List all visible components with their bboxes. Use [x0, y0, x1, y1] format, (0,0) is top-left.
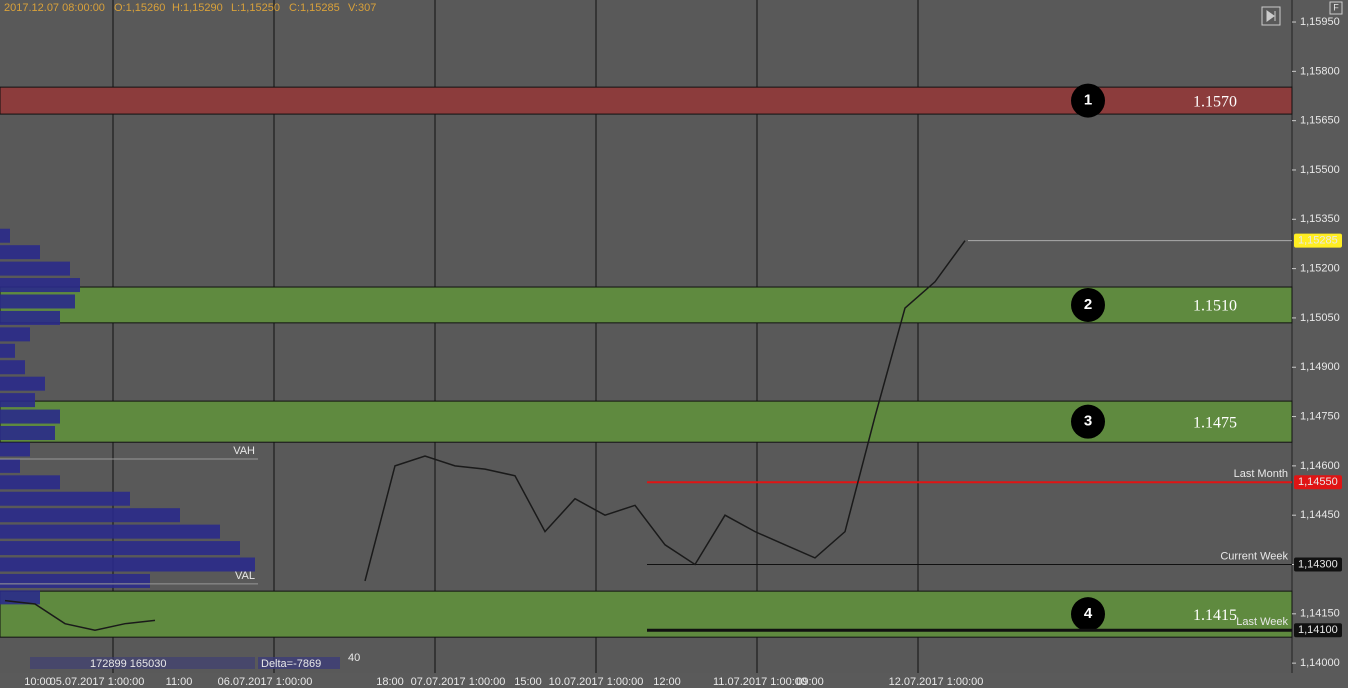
zone-label: 1.1570: [1193, 93, 1237, 110]
volume-bar: [0, 310, 60, 325]
footer-box: [30, 657, 255, 669]
zone-label: 1.1475: [1193, 414, 1237, 431]
x-tick-label: 18:00: [376, 676, 404, 688]
zone-number: 1: [1084, 92, 1092, 109]
volume-bar: [0, 327, 30, 342]
y-tick-label: 1,15650: [1300, 115, 1340, 127]
header-low: L:1,15250: [231, 2, 280, 14]
footer-count: 40: [348, 652, 360, 664]
header-volume: V:307: [348, 2, 376, 14]
price-tag-label: 1,14300: [1298, 558, 1338, 570]
price-tag-label: 1,15285: [1298, 235, 1338, 247]
x-tick-label: 11.07.2017 1:00:00: [713, 676, 807, 688]
volume-bar: [0, 573, 150, 588]
volume-bar: [0, 425, 55, 440]
zone-badge: [1071, 287, 1105, 322]
level-name: Last Week: [1236, 616, 1288, 628]
x-tick-label: 06.07.2017 1:00:00: [218, 676, 313, 688]
volume-bar: [0, 245, 40, 260]
y-tick-label: 1,15350: [1300, 213, 1340, 225]
y-tick-label: 1,14000: [1300, 657, 1340, 669]
zone-badge: [1071, 83, 1105, 118]
f-button[interactable]: [1329, 1, 1343, 15]
volume-bar: [0, 475, 60, 490]
header-high: H:1,15290: [172, 2, 223, 14]
price-tag: [1294, 623, 1342, 638]
x-tick-label: 10:00: [24, 676, 52, 688]
price-line: [364, 240, 966, 582]
volume-bar: [0, 360, 25, 375]
price-tag: [1294, 557, 1342, 572]
y-tick-label: 1,15800: [1300, 65, 1340, 77]
zone-badge: [1071, 597, 1105, 632]
volume-bar: [0, 458, 20, 473]
price-tag-label: 1,14550: [1298, 476, 1338, 488]
x-tick-label: 12:00: [653, 676, 681, 688]
volume-bar: [0, 541, 240, 556]
volume-bar: [0, 508, 180, 523]
volume-bar: [0, 261, 70, 276]
volume-bar: [0, 557, 255, 572]
x-tick-label: 09:00: [796, 676, 824, 688]
volume-bar: [0, 228, 10, 243]
price-line: [4, 599, 156, 632]
zone-label: 1.1510: [1193, 298, 1237, 315]
price-tag: [1294, 475, 1342, 490]
footer-delta: Delta=-7869: [261, 658, 321, 670]
level-name: Last Month: [1234, 468, 1288, 480]
y-tick-label: 1,14900: [1300, 361, 1340, 373]
y-tick-label: 1,15050: [1300, 312, 1340, 324]
y-tick-label: 1,14750: [1300, 410, 1340, 422]
y-tick-label: 1,15200: [1300, 263, 1340, 275]
value-area-label: VAH: [233, 445, 255, 457]
y-tick-label: 1,15500: [1300, 164, 1340, 176]
volume-bar: [0, 278, 80, 293]
level-name: Current Week: [1220, 550, 1288, 562]
scroll-icon: [1266, 10, 1276, 22]
volume-bar: [0, 376, 45, 391]
header-open: O:1,15260: [114, 2, 165, 14]
volume-bar: [0, 524, 220, 539]
volume-bar: [0, 409, 60, 424]
volume-bar: [0, 294, 75, 309]
zone-label: 1.1415: [1193, 607, 1237, 624]
scroll-button[interactable]: [1261, 6, 1281, 26]
x-tick-label: 05.07.2017 1:00:00: [50, 676, 145, 688]
zone-badge: [1071, 404, 1105, 439]
y-tick-label: 1,14600: [1300, 460, 1340, 472]
zone-number: 2: [1084, 296, 1092, 313]
volume-bar: [0, 343, 15, 358]
footer-volumes: 172899 165030: [90, 658, 166, 670]
zone-number: 4: [1084, 605, 1093, 622]
x-tick-label: 12.07.2017 1:00:00: [889, 676, 984, 688]
x-tick-label: 10.07.2017 1:00:00: [549, 676, 644, 688]
footer-box: [258, 657, 340, 669]
value-area-label: VAL: [235, 570, 255, 582]
y-tick-label: 1,15950: [1300, 16, 1340, 28]
volume-bar: [0, 442, 30, 457]
zone-number: 3: [1084, 413, 1092, 430]
x-tick-label: 07.07.2017 1:00:00: [411, 676, 506, 688]
x-tick-label: 15:00: [514, 676, 542, 688]
f-label: F: [1333, 2, 1339, 12]
price-tag-label: 1,14100: [1298, 624, 1338, 636]
volume-bar: [0, 491, 130, 506]
y-tick-label: 1,14150: [1300, 608, 1340, 620]
header-datetime: 2017.12.07 08:00:00: [4, 2, 105, 14]
y-tick-label: 1,14450: [1300, 509, 1340, 521]
price-tag: [1294, 233, 1342, 248]
header-close: C:1,15285: [289, 2, 340, 14]
volume-bar: [0, 393, 35, 408]
x-tick-label: 11:00: [166, 676, 193, 688]
